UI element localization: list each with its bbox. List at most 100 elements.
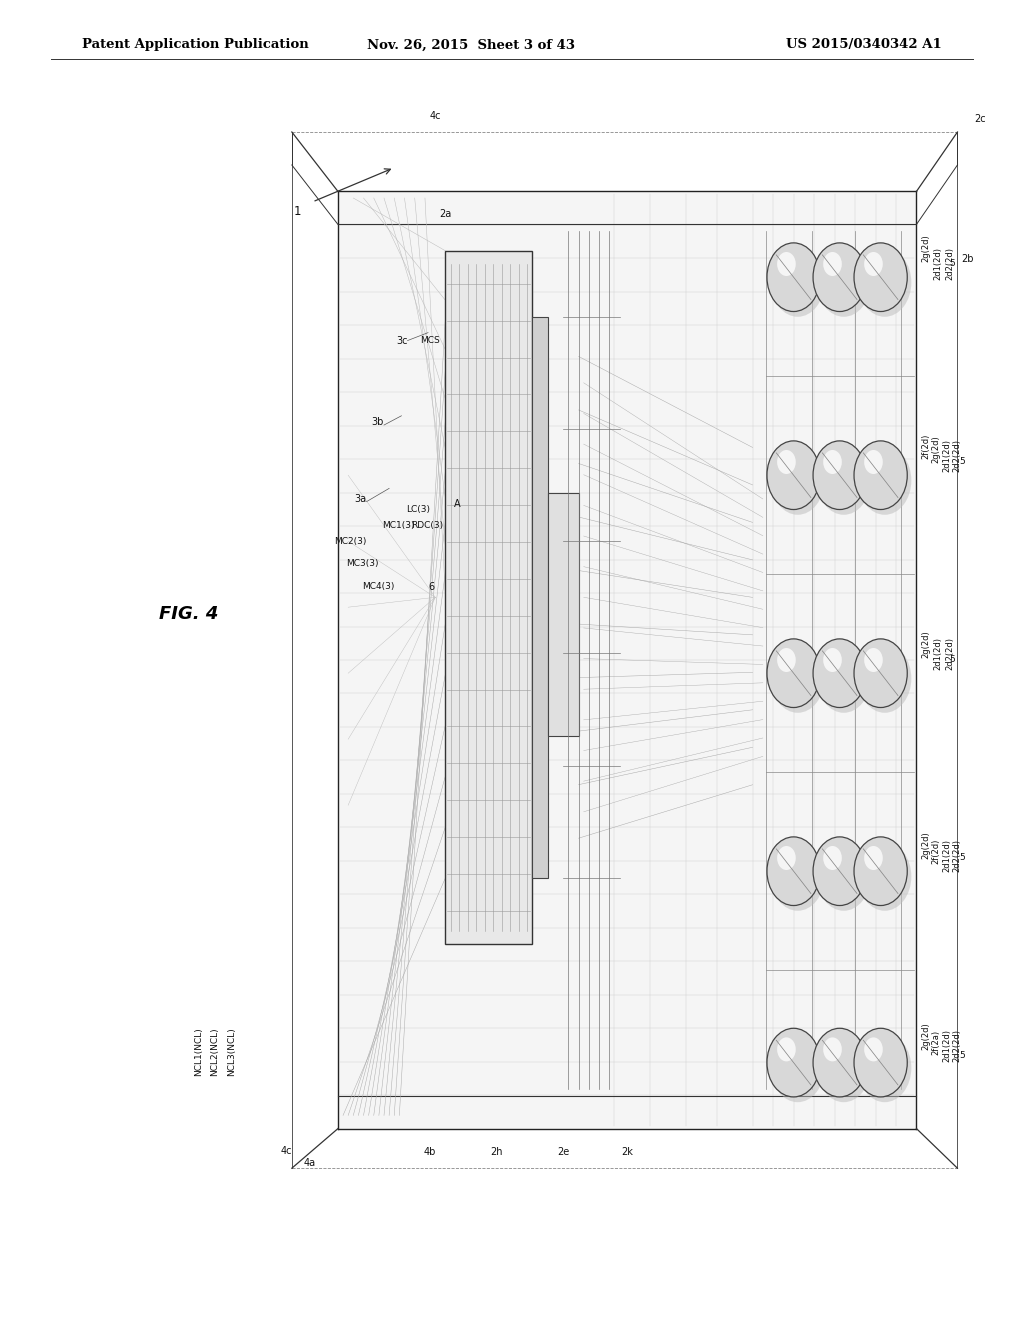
Text: FIG. 4: FIG. 4 bbox=[159, 605, 218, 623]
Circle shape bbox=[771, 446, 824, 515]
Circle shape bbox=[823, 846, 842, 870]
Text: 4b: 4b bbox=[424, 1147, 436, 1158]
Text: NCL3(NCL): NCL3(NCL) bbox=[227, 1027, 237, 1076]
Text: 5: 5 bbox=[959, 458, 966, 466]
Text: 2a: 2a bbox=[439, 209, 452, 219]
Circle shape bbox=[767, 837, 820, 906]
Circle shape bbox=[823, 450, 842, 474]
Circle shape bbox=[858, 1034, 911, 1102]
Circle shape bbox=[864, 252, 883, 276]
Bar bbox=[548, 494, 579, 737]
Circle shape bbox=[817, 842, 870, 911]
Circle shape bbox=[771, 248, 824, 317]
Text: 2d2(2d): 2d2(2d) bbox=[945, 636, 954, 671]
Bar bbox=[445, 251, 532, 944]
Circle shape bbox=[858, 644, 911, 713]
Circle shape bbox=[777, 1038, 796, 1061]
Text: RDC(3): RDC(3) bbox=[412, 521, 443, 529]
Text: 5: 5 bbox=[959, 1052, 966, 1060]
Text: MC1(3): MC1(3) bbox=[382, 521, 415, 529]
Circle shape bbox=[777, 252, 796, 276]
Circle shape bbox=[823, 252, 842, 276]
Circle shape bbox=[813, 639, 866, 708]
Circle shape bbox=[823, 648, 842, 672]
Text: 5: 5 bbox=[959, 854, 966, 862]
Circle shape bbox=[767, 639, 820, 708]
Circle shape bbox=[864, 648, 883, 672]
Circle shape bbox=[771, 842, 824, 911]
Text: 2d2(2d): 2d2(2d) bbox=[952, 840, 962, 873]
Circle shape bbox=[777, 450, 796, 474]
Text: 2f(2d): 2f(2d) bbox=[932, 838, 941, 865]
Circle shape bbox=[777, 648, 796, 672]
Bar bbox=[338, 191, 916, 1129]
Text: 2h: 2h bbox=[490, 1147, 503, 1158]
Circle shape bbox=[854, 639, 907, 708]
Circle shape bbox=[858, 248, 911, 317]
Circle shape bbox=[777, 846, 796, 870]
Text: NCL2(NCL): NCL2(NCL) bbox=[210, 1027, 219, 1076]
Circle shape bbox=[858, 446, 911, 515]
Text: MC4(3): MC4(3) bbox=[361, 582, 394, 590]
Text: 4a: 4a bbox=[303, 1158, 315, 1168]
Text: 5: 5 bbox=[949, 260, 955, 268]
Text: 2d2(2d): 2d2(2d) bbox=[952, 1030, 962, 1061]
Text: 2g(2d): 2g(2d) bbox=[922, 234, 931, 263]
Text: 2d1(2d): 2d1(2d) bbox=[942, 1030, 951, 1061]
Circle shape bbox=[817, 248, 870, 317]
Text: 2c: 2c bbox=[974, 114, 986, 124]
Text: NCL1(NCL): NCL1(NCL) bbox=[195, 1027, 204, 1076]
Text: 2g(2d): 2g(2d) bbox=[922, 830, 931, 859]
Text: 2f(2d): 2f(2d) bbox=[922, 433, 931, 459]
Text: 2g(2d): 2g(2d) bbox=[922, 1022, 931, 1051]
Circle shape bbox=[817, 446, 870, 515]
Text: 2d1(2d): 2d1(2d) bbox=[942, 438, 951, 471]
Text: Patent Application Publication: Patent Application Publication bbox=[82, 38, 308, 51]
Text: 1: 1 bbox=[293, 205, 301, 218]
Text: 2g(2d): 2g(2d) bbox=[932, 434, 941, 463]
Circle shape bbox=[817, 644, 870, 713]
Bar bbox=[532, 317, 548, 878]
Text: 2e: 2e bbox=[557, 1147, 569, 1158]
Text: 2k: 2k bbox=[621, 1147, 633, 1158]
Circle shape bbox=[854, 1028, 907, 1097]
Circle shape bbox=[813, 243, 866, 312]
Text: 2d1(2d): 2d1(2d) bbox=[934, 248, 943, 281]
Text: MCS: MCS bbox=[420, 337, 439, 345]
Text: 6: 6 bbox=[428, 582, 434, 593]
Circle shape bbox=[864, 450, 883, 474]
Circle shape bbox=[854, 441, 907, 510]
Text: 5: 5 bbox=[949, 656, 955, 664]
Circle shape bbox=[858, 842, 911, 911]
Text: Nov. 26, 2015  Sheet 3 of 43: Nov. 26, 2015 Sheet 3 of 43 bbox=[367, 38, 575, 51]
Text: 2g(2d): 2g(2d) bbox=[922, 630, 931, 659]
Text: 3a: 3a bbox=[354, 494, 367, 504]
Circle shape bbox=[813, 837, 866, 906]
Circle shape bbox=[817, 1034, 870, 1102]
Circle shape bbox=[813, 441, 866, 510]
Circle shape bbox=[864, 1038, 883, 1061]
Text: 2d2(2d): 2d2(2d) bbox=[945, 248, 954, 281]
Circle shape bbox=[771, 1034, 824, 1102]
Text: MC2(3): MC2(3) bbox=[334, 537, 367, 545]
Text: 3c: 3c bbox=[396, 335, 408, 346]
Circle shape bbox=[854, 243, 907, 312]
Circle shape bbox=[864, 846, 883, 870]
Circle shape bbox=[813, 1028, 866, 1097]
Text: 2b: 2b bbox=[962, 253, 974, 264]
Text: A: A bbox=[455, 499, 461, 510]
Text: MC3(3): MC3(3) bbox=[346, 560, 379, 568]
Text: 2d1(2d): 2d1(2d) bbox=[934, 636, 943, 671]
Circle shape bbox=[767, 441, 820, 510]
Text: 2f(2a): 2f(2a) bbox=[932, 1030, 941, 1056]
Circle shape bbox=[767, 1028, 820, 1097]
Text: LC(3): LC(3) bbox=[407, 506, 430, 513]
Circle shape bbox=[767, 243, 820, 312]
Text: 2d2(2d): 2d2(2d) bbox=[952, 438, 962, 471]
Circle shape bbox=[771, 644, 824, 713]
Text: 3b: 3b bbox=[372, 417, 384, 428]
Text: 2d1(2d): 2d1(2d) bbox=[942, 840, 951, 873]
Circle shape bbox=[854, 837, 907, 906]
Text: 4c: 4c bbox=[429, 111, 441, 121]
Text: US 2015/0340342 A1: US 2015/0340342 A1 bbox=[786, 38, 942, 51]
